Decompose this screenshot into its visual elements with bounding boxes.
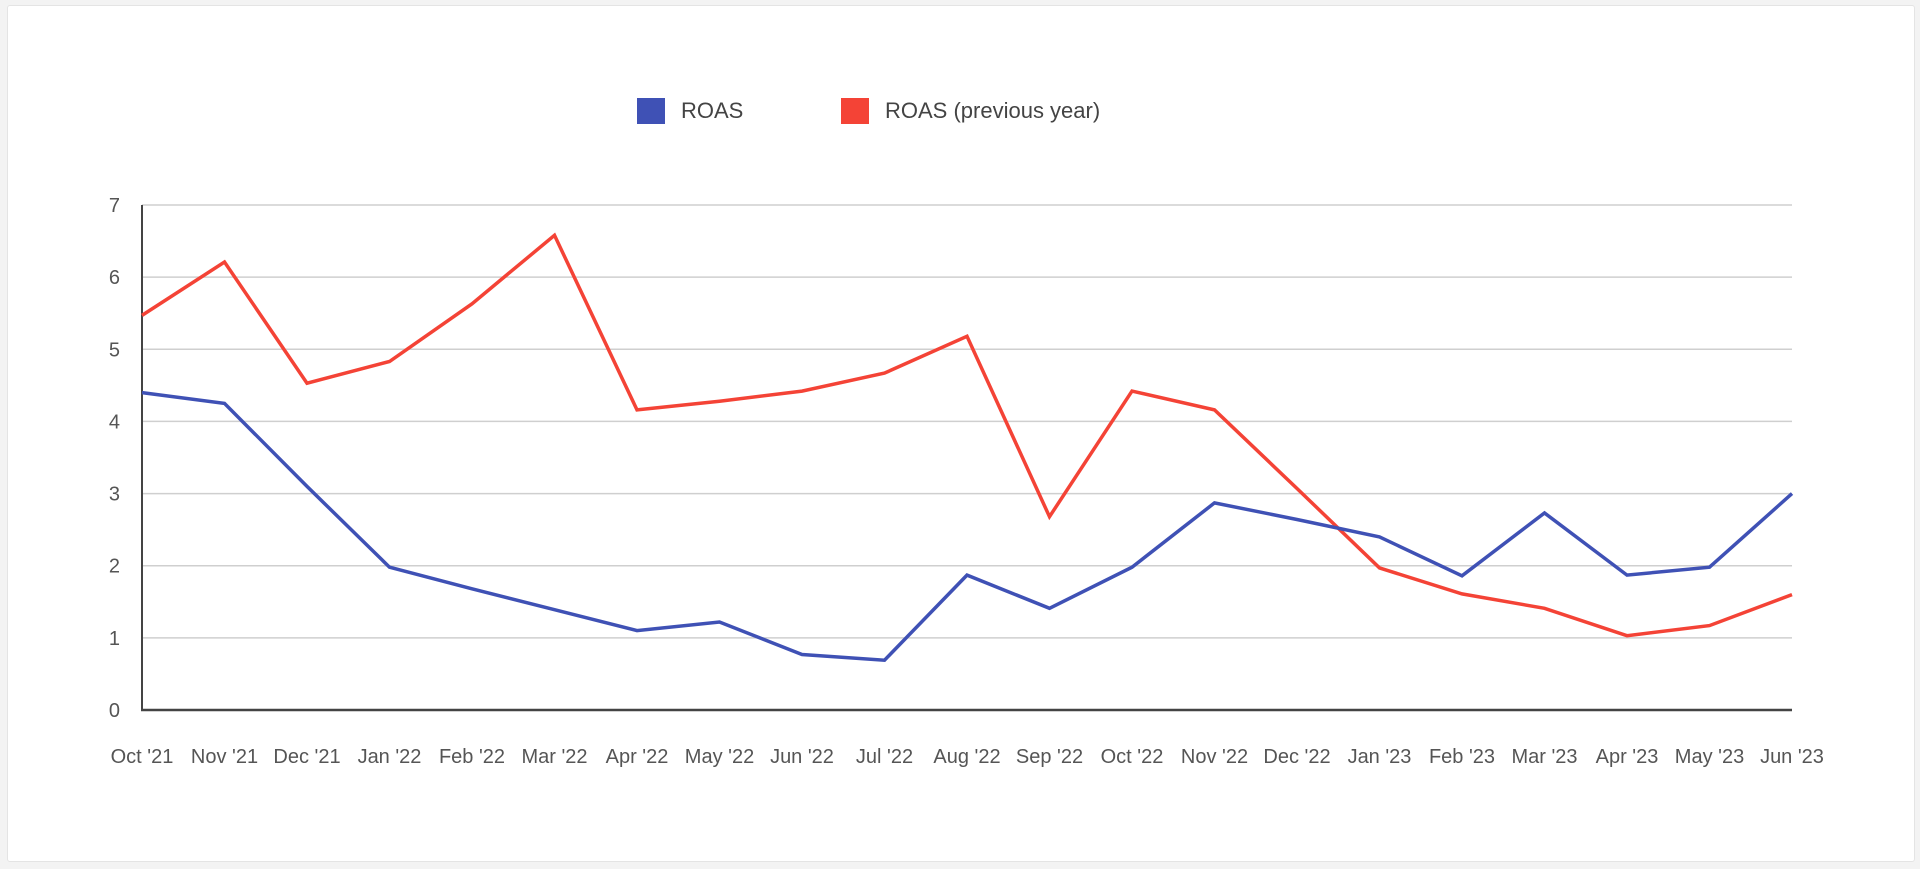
legend: ROAS ROAS (previous year) bbox=[0, 95, 1920, 127]
x-tick-label: May '22 bbox=[685, 746, 754, 768]
x-tick-label: Jul '22 bbox=[856, 746, 913, 768]
x-tick-label: Apr '22 bbox=[606, 746, 669, 768]
legend-swatch-roas-previous-year bbox=[841, 98, 869, 124]
x-tick-label: May '23 bbox=[1675, 746, 1744, 768]
x-tick-label: Mar '23 bbox=[1511, 746, 1577, 768]
x-tick-label: Jun '23 bbox=[1760, 746, 1824, 768]
series-line-roas bbox=[141, 390, 1794, 663]
x-tick-label: Oct '22 bbox=[1101, 746, 1164, 768]
x-tick-label: Aug '22 bbox=[933, 746, 1000, 768]
y-tick-label-6: 6 bbox=[109, 267, 120, 289]
x-tick-label: Nov '21 bbox=[191, 746, 258, 768]
x-tick-label: Mar '22 bbox=[521, 746, 587, 768]
y-tick-label-0: 0 bbox=[109, 700, 120, 722]
x-tick-label: Jan '23 bbox=[1348, 746, 1412, 768]
chart-card bbox=[7, 5, 1915, 862]
x-tick-label: Nov '22 bbox=[1181, 746, 1248, 768]
legend-item-roas[interactable]: ROAS bbox=[637, 95, 743, 127]
y-tick-label-7: 7 bbox=[109, 195, 120, 217]
x-tick-label: Jan '22 bbox=[358, 746, 422, 768]
y-tick-label-4: 4 bbox=[109, 411, 120, 433]
y-tick-label-5: 5 bbox=[109, 339, 120, 361]
x-tick-label: Feb '23 bbox=[1429, 746, 1495, 768]
x-tick-label: Jun '22 bbox=[770, 746, 834, 768]
y-tick-label-3: 3 bbox=[109, 484, 120, 506]
x-tick-label: Feb '22 bbox=[439, 746, 505, 768]
series-line-roas-previous-year bbox=[141, 232, 1793, 638]
legend-swatch-roas bbox=[637, 98, 665, 124]
y-tick-label-1: 1 bbox=[109, 628, 120, 650]
x-tick-label: Apr '23 bbox=[1596, 746, 1659, 768]
x-tick-label: Oct '21 bbox=[111, 746, 174, 768]
x-tick-label: Sep '22 bbox=[1016, 746, 1083, 768]
legend-item-roas-previous-year[interactable]: ROAS (previous year) bbox=[841, 95, 1100, 127]
x-tick-label: Dec '21 bbox=[273, 746, 340, 768]
x-tick-label: Dec '22 bbox=[1263, 746, 1330, 768]
legend-label-roas-previous-year: ROAS (previous year) bbox=[885, 98, 1101, 123]
y-tick-label-2: 2 bbox=[109, 556, 120, 578]
legend-label-roas: ROAS bbox=[681, 98, 744, 123]
